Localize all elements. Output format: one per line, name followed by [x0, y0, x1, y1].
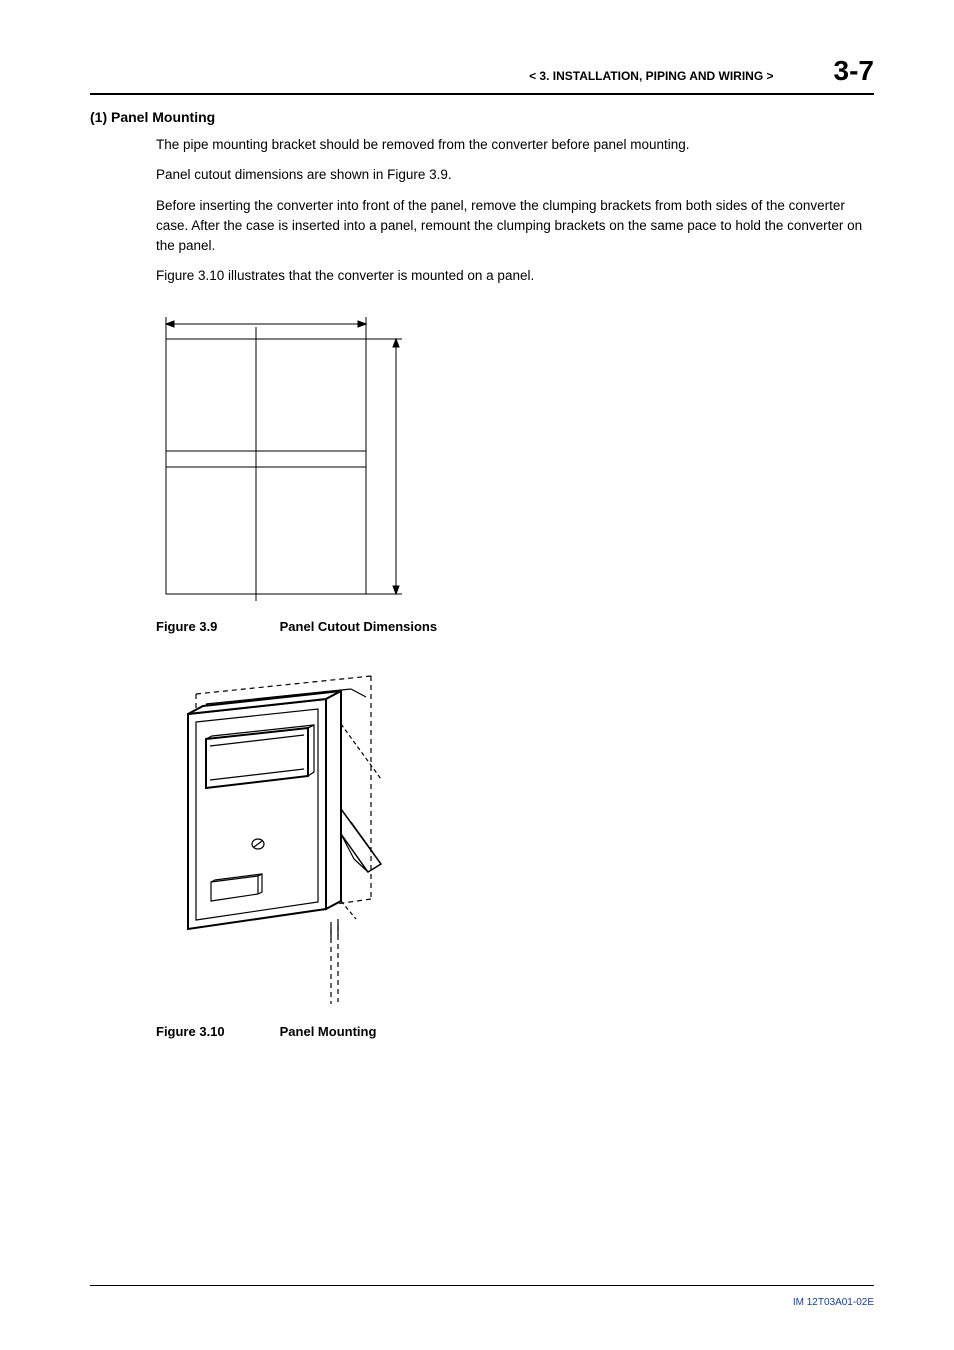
figure-number: Figure 3.9 [156, 619, 276, 634]
figure-title: Panel Cutout Dimensions [280, 619, 437, 634]
figure-title: Panel Mounting [280, 1024, 377, 1039]
page-header: < 3. INSTALLATION, PIPING AND WIRING > 3… [90, 55, 874, 95]
panel-mounting-diagram [156, 664, 416, 1014]
paragraph: The pipe mounting bracket should be remo… [156, 135, 874, 155]
paragraph: Before inserting the converter into fron… [156, 196, 874, 257]
figure-3-9: Figure 3.9 Panel Cutout Dimensions [156, 309, 874, 634]
paragraph: Panel cutout dimensions are shown in Fig… [156, 165, 874, 185]
section-heading: (1) Panel Mounting [90, 109, 874, 125]
document-code: IM 12T03A01-02E [793, 1297, 874, 1308]
figure-number: Figure 3.10 [156, 1024, 276, 1039]
panel-cutout-diagram [156, 309, 436, 609]
header-section-title: < 3. INSTALLATION, PIPING AND WIRING > [529, 69, 773, 83]
page-number: 3-7 [834, 55, 874, 87]
page-footer: IM 12T03A01-02E [90, 1285, 874, 1310]
figure-caption: Figure 3.9 Panel Cutout Dimensions [156, 619, 874, 634]
paragraph: Figure 3.10 illustrates that the convert… [156, 266, 874, 286]
figure-caption: Figure 3.10 Panel Mounting [156, 1024, 874, 1039]
figure-3-10: Figure 3.10 Panel Mounting [156, 664, 874, 1039]
